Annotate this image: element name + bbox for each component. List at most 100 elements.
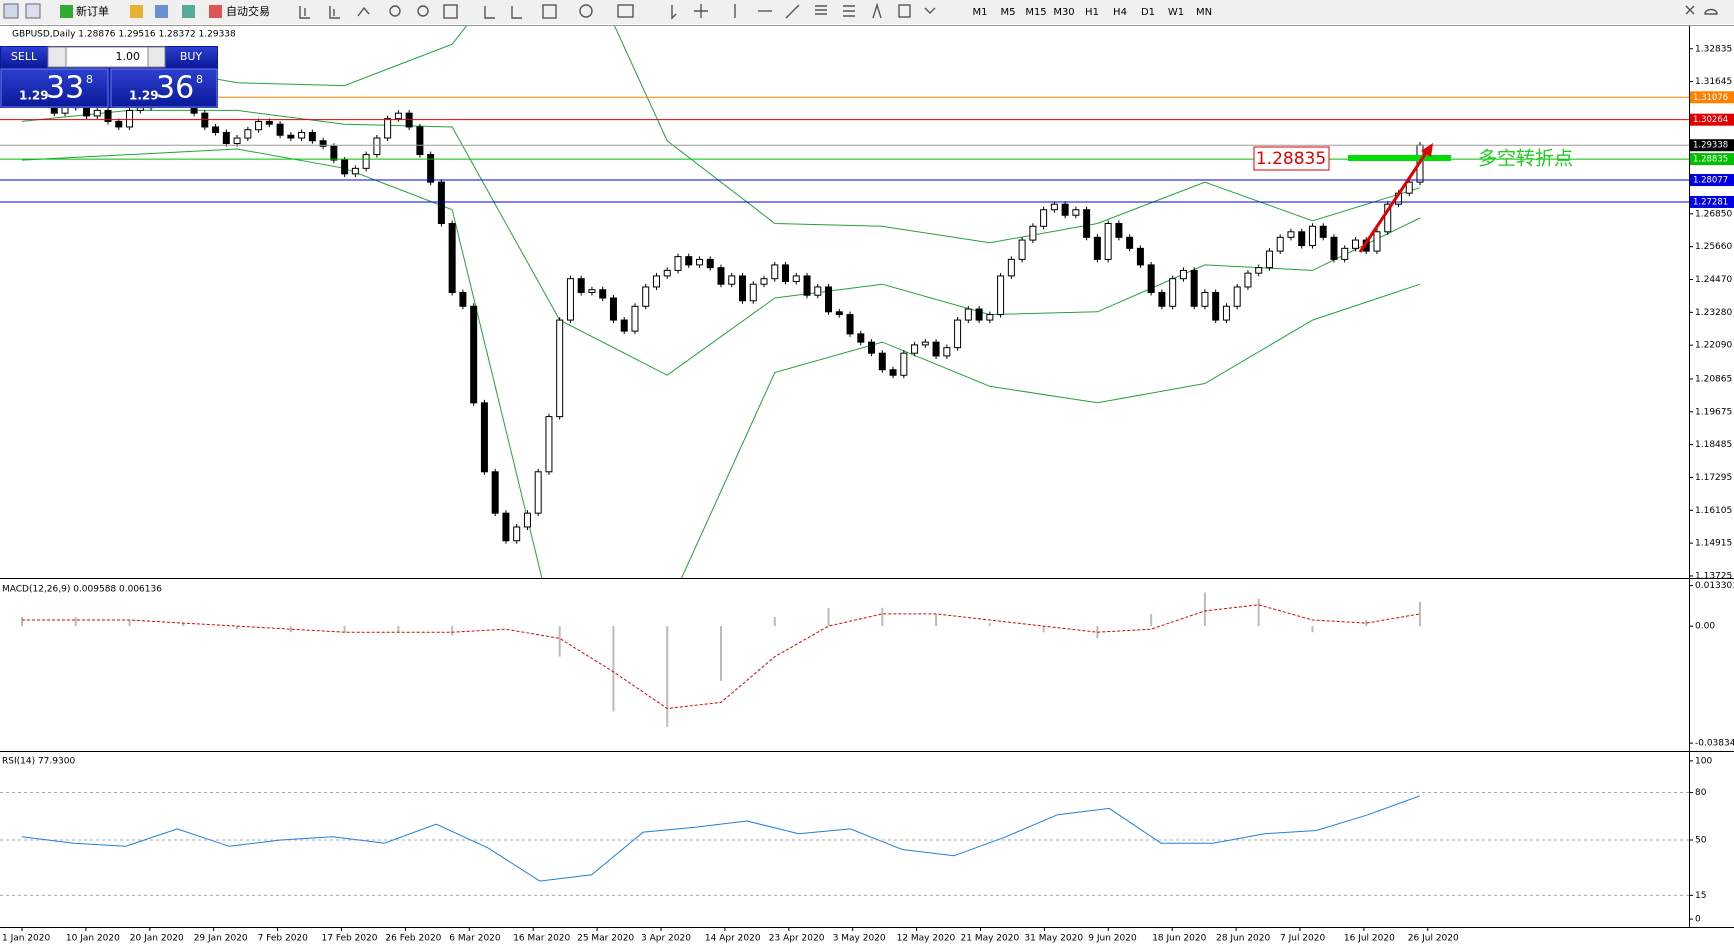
buy-button[interactable] <box>166 47 217 67</box>
icon[interactable] <box>1685 5 1695 15</box>
y-tick-label: 1.20865 <box>1695 374 1732 384</box>
lot-value[interactable]: 1.00 <box>116 50 141 63</box>
candle <box>1384 203 1392 233</box>
candle <box>588 289 596 293</box>
icon[interactable] <box>1704 8 1718 15</box>
candle <box>1061 203 1069 216</box>
icon[interactable] <box>60 5 73 18</box>
panel <box>0 26 1689 578</box>
icon[interactable] <box>843 5 855 17</box>
toolbar-button[interactable]: 自动交易 <box>226 4 270 18</box>
chart-panels <box>0 26 1689 896</box>
macd-bar <box>343 626 346 633</box>
sell-label[interactable]: SELL <box>11 50 38 63</box>
buy-label[interactable]: BUY <box>180 50 203 63</box>
timeframe-button[interactable]: W1 <box>1168 7 1184 18</box>
timeframe-button[interactable]: M1 <box>973 7 988 18</box>
x-tick-label: 12 May 2020 <box>897 934 956 944</box>
timeframe-button[interactable]: M5 <box>1001 7 1016 18</box>
icon[interactable] <box>130 5 143 18</box>
icon[interactable] <box>872 2 882 19</box>
icon[interactable] <box>542 4 557 19</box>
candle <box>1255 267 1263 274</box>
candle <box>330 145 338 161</box>
macd-bar <box>182 623 185 627</box>
timeframe-button[interactable]: M30 <box>1053 7 1074 18</box>
icon[interactable] <box>329 6 340 19</box>
lot-up[interactable] <box>147 46 166 68</box>
macd-bar <box>612 626 615 712</box>
candle <box>1115 223 1123 238</box>
icon[interactable] <box>182 5 195 18</box>
icon[interactable] <box>924 7 936 14</box>
candle <box>792 275 800 282</box>
icon[interactable] <box>579 4 593 18</box>
candle <box>663 269 671 277</box>
candle <box>212 126 220 133</box>
sell-button[interactable] <box>1 47 47 67</box>
icon[interactable] <box>299 6 310 19</box>
timeframe-button[interactable]: MN <box>1196 7 1212 18</box>
icon[interactable] <box>898 4 911 18</box>
icon[interactable] <box>694 4 708 18</box>
candle <box>1072 209 1080 216</box>
level-label: 1.28835 <box>1693 155 1728 165</box>
candle <box>244 129 252 139</box>
candle <box>459 291 467 307</box>
icon[interactable] <box>209 5 222 18</box>
icon[interactable] <box>417 5 429 17</box>
macd-bar <box>289 626 292 633</box>
y-tick-label: 15 <box>1695 891 1706 901</box>
candle <box>814 286 822 296</box>
x-tick-label: 25 Mar 2020 <box>577 934 634 944</box>
level-label-bg <box>1690 113 1734 126</box>
icon[interactable] <box>815 5 827 15</box>
level-label: 1.27281 <box>1693 197 1728 207</box>
icon[interactable] <box>25 3 41 19</box>
candle <box>341 159 349 175</box>
candle <box>803 275 811 296</box>
y-tick-label: 1.26850 <box>1695 209 1732 219</box>
icon[interactable] <box>443 4 458 19</box>
y-tick-label: 1.32835 <box>1695 44 1732 54</box>
icon[interactable] <box>785 4 800 19</box>
x-tick-label: 20 Jan 2020 <box>130 934 184 944</box>
timeframe-button[interactable]: M15 <box>1025 7 1046 18</box>
bid-box[interactable] <box>0 68 109 108</box>
x-tick-label: 21 May 2020 <box>961 934 1020 944</box>
macd-bar <box>74 616 77 627</box>
candle <box>932 341 940 357</box>
icon[interactable] <box>511 6 522 19</box>
candle <box>695 258 703 266</box>
y-tick-label: 1.13725 <box>1695 571 1732 581</box>
level-label-bg <box>1690 91 1734 104</box>
timeframe-button[interactable]: H4 <box>1113 7 1127 18</box>
candle <box>943 347 951 357</box>
icon[interactable] <box>484 6 495 19</box>
icon[interactable] <box>671 5 677 20</box>
icon[interactable] <box>357 6 370 17</box>
toolbar-button[interactable]: 新订单 <box>76 4 109 18</box>
lot-down[interactable] <box>47 46 67 68</box>
candle <box>642 286 650 307</box>
icon[interactable] <box>617 4 634 18</box>
candle <box>1104 223 1112 260</box>
x-tick-label: 3 May 2020 <box>833 934 886 944</box>
candle <box>674 256 682 271</box>
macd-bar <box>666 626 669 727</box>
candle <box>1018 239 1026 260</box>
bid-big: 1.29 <box>19 89 49 103</box>
icon[interactable] <box>3 3 19 19</box>
icon[interactable] <box>389 5 401 17</box>
candle <box>857 333 865 343</box>
ask-box[interactable] <box>110 68 218 108</box>
candle <box>437 181 445 225</box>
x-tick-label: 23 Apr 2020 <box>769 934 825 944</box>
y-tick-label: 1.31645 <box>1695 77 1732 87</box>
icon[interactable] <box>155 5 168 18</box>
level-label: 1.30264 <box>1693 115 1728 125</box>
timeframe-button[interactable]: H1 <box>1085 7 1099 18</box>
candle <box>1308 225 1316 247</box>
level-label-bg <box>1690 139 1734 152</box>
timeframe-button[interactable]: D1 <box>1141 7 1155 18</box>
